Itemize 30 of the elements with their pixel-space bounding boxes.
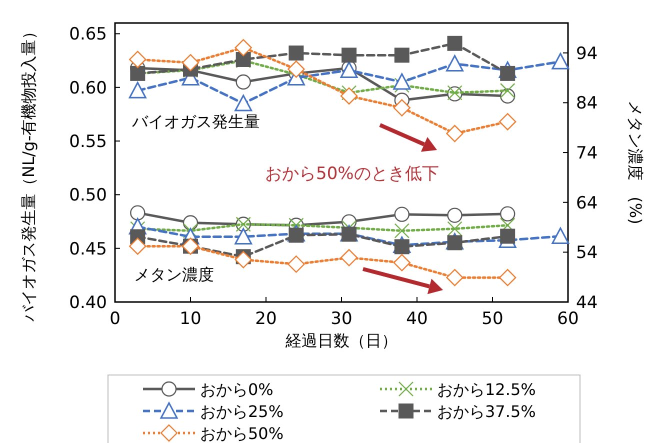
x-tick-label: 0 — [110, 309, 120, 329]
y-tick-label: 0.40 — [69, 293, 107, 313]
legend-label: おから12.5% — [437, 380, 536, 399]
x-tick-label: 40 — [406, 309, 428, 329]
y2-tick-label: 44 — [576, 293, 598, 313]
x-tick-label: 60 — [557, 309, 579, 329]
y2-tick-label: 84 — [576, 94, 598, 114]
x-tick-label: 20 — [255, 309, 277, 329]
y-tick-label: 0.65 — [69, 24, 107, 45]
y-tick-label: 0.45 — [69, 239, 107, 260]
legend-label: おから37.5% — [437, 402, 536, 421]
x-tick-label: 50 — [482, 309, 504, 329]
legend-label: おから50% — [200, 424, 284, 443]
legend-label: おから0% — [200, 380, 274, 399]
y-tick-label: 0.60 — [69, 78, 107, 98]
y-axis-title: バイオガス発生量（NL/g-有機物投入量） — [19, 23, 38, 323]
y2-tick-label: 74 — [576, 144, 598, 164]
y2-tick-label: 64 — [576, 193, 598, 214]
y-tick-label: 0.55 — [69, 132, 107, 152]
y2-tick-label: 54 — [576, 243, 598, 264]
annotation: バイオガス発生量 — [131, 112, 260, 131]
y2-tick-label: 94 — [576, 44, 598, 64]
y-tick-label: 0.50 — [69, 186, 107, 206]
x-tick-label: 10 — [180, 309, 202, 329]
legend-label: おから25% — [200, 402, 284, 421]
annotation: メタン濃度 — [134, 265, 214, 284]
x-axis-title: 経過日数（日） — [284, 331, 398, 350]
x-tick-label: 30 — [330, 309, 352, 329]
annotation: おから50%のとき低下 — [265, 164, 439, 184]
y2-axis-title: メタン濃度 (%) — [626, 100, 645, 224]
